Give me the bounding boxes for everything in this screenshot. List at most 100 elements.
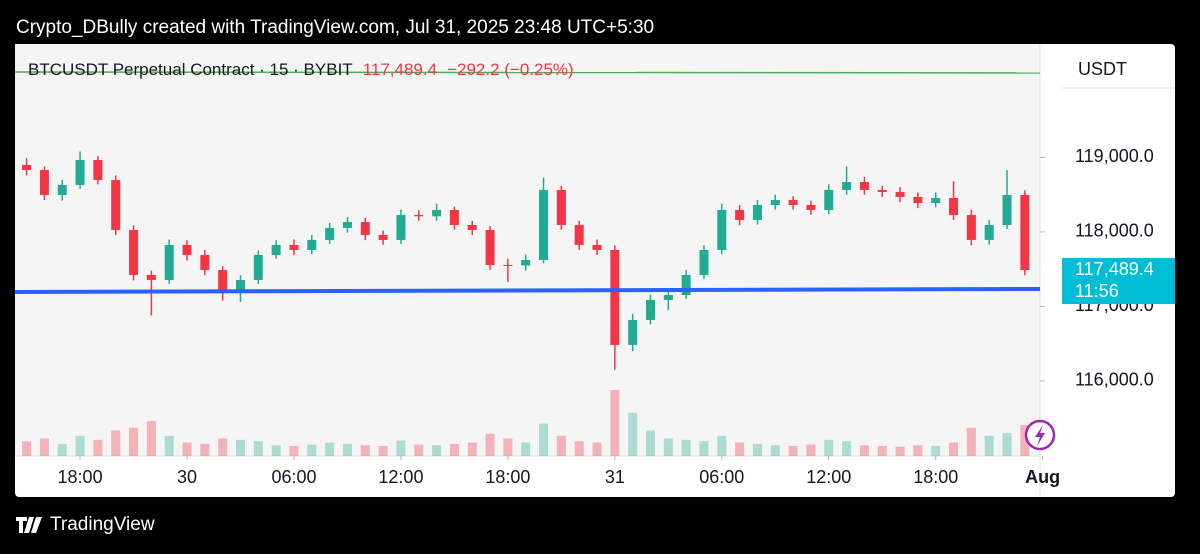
candle-body xyxy=(485,229,495,265)
volume-bar xyxy=(111,430,121,456)
volume-bar xyxy=(806,444,816,456)
last-price-tag xyxy=(1062,258,1175,305)
candle-body xyxy=(984,224,994,240)
logo xyxy=(16,517,42,533)
candle-body xyxy=(378,234,388,240)
candle-body xyxy=(824,189,834,210)
x-tick-label: 06:00 xyxy=(699,467,744,487)
volume-bar xyxy=(253,441,263,456)
volume-bar xyxy=(842,441,852,456)
candle-body xyxy=(129,229,139,275)
volume-bar xyxy=(752,443,762,456)
candle-body xyxy=(949,197,959,215)
candle-body xyxy=(931,197,941,203)
volume-bar xyxy=(236,439,245,456)
x-tick-label: 18:00 xyxy=(913,467,958,487)
volume-bar xyxy=(1002,433,1012,456)
y-unit: USDT xyxy=(1078,59,1127,79)
candle-body xyxy=(396,214,406,240)
candle-body xyxy=(574,224,584,245)
header: Crypto_DBully created with TradingView.c… xyxy=(16,17,654,38)
volume-bar xyxy=(859,445,869,456)
candle-body xyxy=(877,189,887,192)
candle-body xyxy=(57,184,67,195)
volume-bar xyxy=(325,442,335,456)
volume-bar xyxy=(200,443,210,456)
volume-bar xyxy=(503,438,513,456)
candle-body xyxy=(22,164,32,170)
candle-body xyxy=(200,254,210,270)
volume-bar xyxy=(342,443,352,456)
candle-body xyxy=(325,227,335,240)
countdown-label: 11:56 xyxy=(1075,281,1119,301)
volume-bar xyxy=(521,442,531,456)
candle-body xyxy=(681,274,691,295)
candle-body xyxy=(414,214,424,217)
candle-body xyxy=(39,169,49,195)
candle-body xyxy=(289,244,299,250)
volume-bar xyxy=(717,435,727,456)
volume-bar xyxy=(610,390,620,456)
volume-bar xyxy=(770,445,780,456)
candle-body xyxy=(895,191,905,197)
footer: TradingView xyxy=(50,514,155,535)
volume-bar xyxy=(788,445,798,456)
volume-bar xyxy=(931,445,941,456)
volume-bar xyxy=(182,442,192,456)
candle-body xyxy=(218,269,228,290)
candle-body xyxy=(449,209,459,225)
legend-change: −292.2 (−0.25%) xyxy=(447,60,574,79)
candle-body xyxy=(432,209,442,217)
x-tick-label: 12:00 xyxy=(806,467,851,487)
candle-body xyxy=(788,200,798,206)
candle-body xyxy=(913,196,923,203)
volume-bar xyxy=(663,438,673,456)
candle-body xyxy=(556,189,566,225)
candle-body xyxy=(360,221,370,235)
candle-body xyxy=(770,200,780,206)
x-tick-label: 18:00 xyxy=(485,467,530,487)
candle-body xyxy=(146,274,156,280)
candle-body xyxy=(1020,194,1030,271)
x-tick-label: 30 xyxy=(177,467,197,487)
volume-bar xyxy=(628,412,638,456)
candle-body xyxy=(717,209,727,250)
volume-bar xyxy=(57,443,67,456)
candle-body xyxy=(610,250,620,345)
candle-body xyxy=(592,244,602,250)
candle-body xyxy=(164,244,174,280)
volume-bar xyxy=(414,444,424,456)
last-price-label: 117,489.4 xyxy=(1075,259,1154,279)
candle-body xyxy=(1002,194,1012,225)
candle-body xyxy=(75,160,85,185)
volume-bar xyxy=(1020,425,1030,456)
volume-bar xyxy=(146,420,156,456)
x-tick-label: 18:00 xyxy=(58,467,103,487)
candle-body xyxy=(111,179,121,230)
volume-bar xyxy=(218,438,228,456)
volume-bar xyxy=(984,435,994,456)
legend-price: 117,489.4 xyxy=(363,60,437,79)
volume-bar xyxy=(271,445,281,456)
volume-bar xyxy=(360,445,370,456)
candle-body xyxy=(859,181,869,190)
x-tick-label: 31 xyxy=(605,467,625,487)
volume-bar xyxy=(75,435,85,456)
volume-bar xyxy=(699,441,709,456)
candle-body xyxy=(93,160,103,180)
volume-bar xyxy=(378,445,388,456)
alert-bolt xyxy=(1035,425,1045,446)
volume-bar xyxy=(681,439,691,456)
volume-bar xyxy=(735,442,745,456)
volume-bar xyxy=(824,439,834,456)
volume-bar xyxy=(432,445,442,456)
volume-bar xyxy=(877,445,887,456)
volume-bar xyxy=(485,433,495,456)
volume-bar xyxy=(93,439,103,456)
candle-body xyxy=(342,221,352,228)
volume-bar xyxy=(556,435,566,456)
volume-bar xyxy=(539,423,549,456)
drawn-line xyxy=(14,71,1041,74)
